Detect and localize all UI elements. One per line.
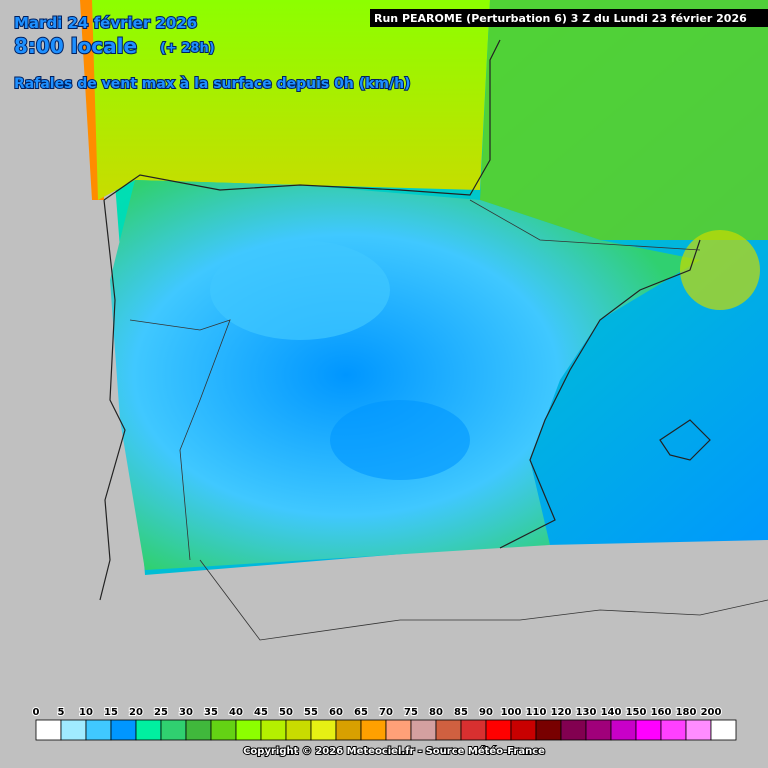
- lead-time: (+ 28h): [160, 41, 215, 56]
- legend-swatch: [185, 719, 212, 741]
- legend-swatch: [585, 719, 612, 741]
- portugal-border: [129, 319, 231, 561]
- north-coast: [103, 39, 501, 201]
- run-info: Run PEAROME (Perturbation 6) 3 Z du Lund…: [374, 12, 747, 25]
- africa-coast: [199, 559, 768, 641]
- legend-label: 45: [254, 707, 268, 718]
- bay-of-biscay: [92, 0, 490, 200]
- legend-swatch: [285, 719, 312, 741]
- legend-swatch: [610, 719, 637, 741]
- legend-swatch: [510, 719, 537, 741]
- legend-label: 30: [179, 707, 193, 718]
- legend-label: 160: [651, 707, 672, 718]
- legend-label: 0: [33, 707, 40, 718]
- legend-label: 100: [501, 707, 522, 718]
- legend-swatch: [485, 719, 512, 741]
- legend-swatch: [60, 719, 87, 741]
- legend-label: 140: [601, 707, 622, 718]
- legend-label: 80: [429, 707, 443, 718]
- legend-swatch: [435, 719, 462, 741]
- west-coast: [99, 199, 126, 601]
- legend-swatch: [260, 719, 287, 741]
- legend-label: 90: [479, 707, 493, 718]
- legend-label: 60: [329, 707, 343, 718]
- legend-swatch: [135, 719, 162, 741]
- legend-swatch: [35, 719, 62, 741]
- legend: 0 5 10 15 20 25 30 35 40 45 50 55 60 65 70 75 80 85 90 100 1…: [32, 706, 737, 741]
- legend-label: 110: [526, 707, 547, 718]
- legend-swatch: [460, 719, 487, 741]
- legend-label: 15: [104, 707, 118, 718]
- legend-label: 55: [304, 707, 318, 718]
- time: 8:00 locale: [14, 34, 137, 58]
- legend-label: 85: [454, 707, 468, 718]
- legend-label: 200: [701, 707, 722, 718]
- legend-label: 5: [58, 707, 65, 718]
- legend-swatch: [660, 719, 687, 741]
- legend-label: 75: [404, 707, 418, 718]
- legend-swatch: [560, 719, 587, 741]
- legend-label: 35: [204, 707, 218, 718]
- legend-swatch: [310, 719, 337, 741]
- legend-swatch: [410, 719, 437, 741]
- legend-label: 180: [676, 707, 697, 718]
- gulf-lion: [680, 230, 760, 310]
- legend-label: 130: [576, 707, 597, 718]
- legend-label: 150: [626, 707, 647, 718]
- legend-swatch: [85, 719, 112, 741]
- east-coast: [499, 239, 701, 549]
- legend-label: 50: [279, 707, 293, 718]
- legend-label: 120: [551, 707, 572, 718]
- legend-label: 10: [79, 707, 93, 718]
- legend-swatch: [385, 719, 412, 741]
- legend-swatch: [160, 719, 187, 741]
- legend-swatch: [210, 719, 237, 741]
- legend-swatch: [335, 719, 362, 741]
- legend-label: 40: [229, 707, 243, 718]
- date: Mardi 24 février 2026: [14, 14, 197, 32]
- france-area: [480, 0, 768, 240]
- south-plain: [330, 400, 470, 480]
- legend-swatch: [685, 719, 712, 741]
- legend-swatch: [360, 719, 387, 741]
- legend-swatch: [235, 719, 262, 741]
- legend-label: 65: [354, 707, 368, 718]
- legend-swatch: [635, 719, 662, 741]
- meseta: [210, 240, 390, 340]
- run-box: [370, 9, 768, 27]
- parameter: Rafales de vent max à la surface depuis …: [14, 76, 410, 92]
- legend-label: 20: [129, 707, 143, 718]
- pyrenees-border: [469, 199, 701, 251]
- legend-swatch: [110, 719, 137, 741]
- legend-swatch: [710, 719, 737, 741]
- copyright: Copyright © 2026 Meteociel.fr - Source M…: [243, 745, 545, 757]
- legend-label: 25: [154, 707, 168, 718]
- mallorca: [659, 419, 711, 461]
- legend-label: 70: [379, 707, 393, 718]
- legend-swatch: [535, 719, 562, 741]
